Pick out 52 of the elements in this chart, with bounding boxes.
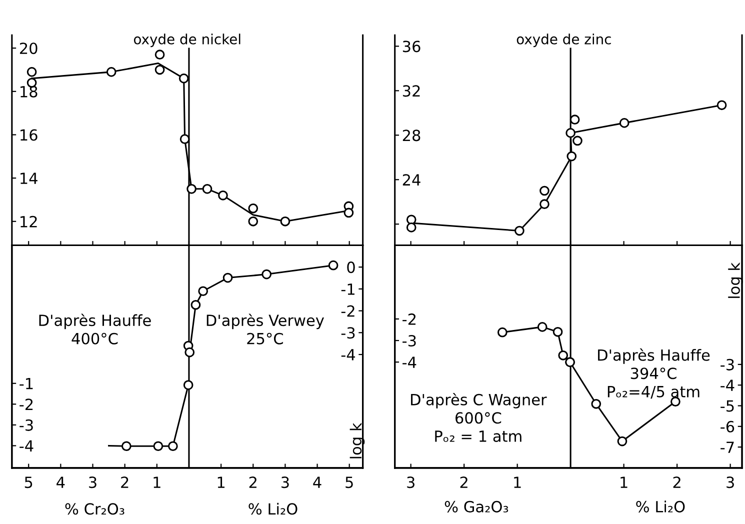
x-tick-label: 1 bbox=[154, 476, 160, 488]
chart-title: oxyde de nickel bbox=[134, 34, 240, 48]
x-tick-label: 3 bbox=[407, 476, 414, 488]
x-tick-label: 3 bbox=[282, 476, 289, 488]
text: % Li₂O bbox=[248, 502, 298, 515]
y2-axis-title: log k bbox=[350, 422, 365, 458]
y-tick-label: -4 bbox=[20, 440, 34, 452]
y2-tick-label: -7 bbox=[720, 442, 734, 453]
y2-tick-label: -5 bbox=[720, 400, 734, 412]
y-tick-label: -2 bbox=[402, 313, 416, 325]
y2-tick-label: -4 bbox=[341, 349, 356, 360]
y-tick-label: -3 bbox=[402, 334, 416, 347]
y-tick-label: 24 bbox=[402, 174, 420, 186]
y-tick-label: 14 bbox=[20, 172, 38, 184]
x-tick-label: 1 bbox=[620, 476, 628, 488]
x-tick-label: 1 bbox=[514, 476, 521, 488]
x-tick-label: 1 bbox=[218, 476, 224, 488]
y-tick-label: 20 bbox=[20, 42, 38, 54]
y2-tick-label: -3 bbox=[341, 327, 355, 339]
x-tick-label: 5 bbox=[24, 476, 32, 488]
y-tick-label: -4 bbox=[402, 356, 416, 368]
y-tick-label: -1 bbox=[20, 378, 33, 390]
annotation: D'après Verwey 25°C bbox=[206, 314, 324, 344]
y2-tick-label: -1 bbox=[341, 284, 354, 295]
x-axis-title: % Cr₂O₃ bbox=[65, 503, 124, 515]
annotation: D'après Hauffe 394°C Pₒ₂=4/5 atm bbox=[598, 348, 710, 399]
x-tick-label: 2 bbox=[249, 476, 256, 488]
text: % Li₂O bbox=[636, 500, 685, 512]
x-tick-label: 3 bbox=[89, 476, 96, 488]
y-tick-label: -3 bbox=[20, 419, 33, 431]
x-tick-label: 5 bbox=[346, 476, 353, 488]
y2-tick-label: -4 bbox=[720, 380, 734, 391]
y-tick-label: 12 bbox=[20, 216, 37, 228]
y2-tick-label: -6 bbox=[720, 420, 734, 432]
y2-tick-label: -3 bbox=[720, 358, 734, 370]
y-tick-label: -2 bbox=[20, 398, 33, 410]
x-tick-label: 2 bbox=[121, 476, 128, 488]
x-axis-title: % Ga₂O₃ bbox=[444, 500, 508, 512]
y2-tick-label: -2 bbox=[341, 305, 354, 317]
x-tick-label: 2 bbox=[460, 476, 468, 488]
y-tick-label: 36 bbox=[402, 40, 420, 52]
y-tick-label: 16 bbox=[20, 129, 38, 141]
chart-title: oxyde de zinc bbox=[516, 34, 611, 48]
annotation: D'après Hauffe 400°C bbox=[39, 314, 151, 344]
x-tick-label: 3 bbox=[726, 476, 734, 488]
y2-tick-label: 0 bbox=[347, 262, 355, 274]
x-tick-label: 2 bbox=[673, 476, 680, 488]
x-tick-label: 4 bbox=[313, 476, 322, 488]
x-tick-label: 4 bbox=[56, 476, 65, 488]
y-tick-label: 28 bbox=[402, 130, 420, 142]
annotation: D'après C Wagner 600°C Pₒ₂ = 1 atm bbox=[411, 392, 547, 442]
y-tick-label: 32 bbox=[402, 85, 420, 97]
